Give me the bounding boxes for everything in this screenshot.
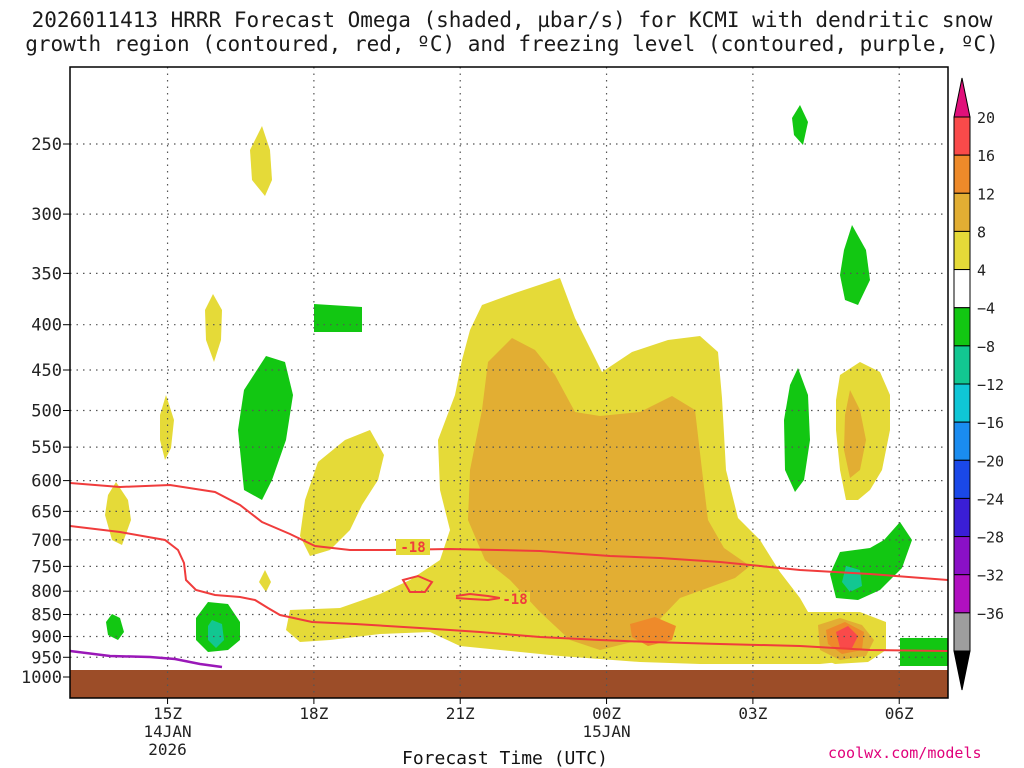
colorbar-label: 16 <box>977 147 995 165</box>
colorbar-swatch <box>953 345 971 385</box>
colorbar-label: 4 <box>977 262 986 280</box>
plot-frame <box>69 66 949 699</box>
colorbar-swatch <box>953 154 971 194</box>
colorbar-label: −32 <box>977 567 1004 585</box>
contour-label-1: -18 <box>400 540 425 556</box>
colorbar-swatch <box>953 612 971 652</box>
omega-region-yellow-b <box>160 395 174 460</box>
y-tick-label: 400 <box>31 316 62 336</box>
colorbar: 20 16 12 8 4 −4 −8 −12 −16 −20 −24 −28 −32 −36 <box>953 77 1004 691</box>
x-tick-label: 03Z <box>738 704 767 723</box>
dgz-contour-upper <box>70 482 948 581</box>
y-tick-label: 700 <box>31 531 62 551</box>
colorbar-swatch <box>953 421 971 461</box>
colorbar-swatch <box>953 192 971 232</box>
omega-region-green-i <box>900 638 948 666</box>
y-tick-label: 950 <box>31 648 62 668</box>
x-tick-sublabel: 14JAN <box>143 722 191 741</box>
colorbar-swatch <box>953 307 971 347</box>
freezing-level-contour <box>70 649 223 669</box>
y-tick-label: 550 <box>31 438 62 458</box>
omega-region-green-f <box>840 225 870 305</box>
x-tick-sublabel-year: 2026 <box>148 740 187 759</box>
y-tick-label: 600 <box>31 472 62 492</box>
colorbar-bottom-arrow <box>953 650 971 691</box>
omega-region-yellow-d <box>259 570 271 592</box>
x-tick-label: 21Z <box>446 704 475 723</box>
x-tick-label: 18Z <box>299 704 328 723</box>
omega-region-green-d <box>106 614 124 640</box>
credit-text: coolwx.com/models <box>828 744 982 762</box>
omega-region-green-a <box>238 356 293 500</box>
omega-region-red-core <box>836 626 858 648</box>
colorbar-label: −20 <box>977 452 1004 470</box>
omega-region-green-e <box>792 105 808 145</box>
omega-field <box>70 105 948 698</box>
contour-label-bg-2 <box>500 592 530 607</box>
omega-region-orange-right <box>844 390 866 478</box>
y-tick-label: 750 <box>31 557 62 577</box>
colorbar-label: −16 <box>977 414 1004 432</box>
x-tick-sublabel: 15JAN <box>582 722 630 741</box>
contour-label-bg-1 <box>396 539 430 555</box>
y-tick-label: 900 <box>31 627 62 647</box>
colorbar-label: 12 <box>977 185 995 203</box>
omega-region-yellow-c <box>105 482 131 545</box>
colorbar-swatch <box>953 116 971 156</box>
x-tick-label: 15Z <box>153 704 182 723</box>
colorbar-swatch <box>953 383 971 423</box>
y-tick-label: 500 <box>31 402 62 422</box>
colorbar-label: −8 <box>977 338 995 356</box>
colorbar-swatch <box>953 459 971 499</box>
y-tick-label: 300 <box>31 205 62 225</box>
y-tick-label: 450 <box>31 361 62 381</box>
chart-title-line1: 2026011413 HRRR Forecast Omega (shaded, … <box>31 8 993 32</box>
omega-region-yellow-left <box>300 430 384 556</box>
chart-title-line2: growth region (contoured, red, ºC) and f… <box>25 32 999 56</box>
colorbar-label: −4 <box>977 300 995 318</box>
y-tick-label: 250 <box>31 135 62 155</box>
x-tick-label: 00Z <box>592 704 621 723</box>
y-tick-label: 350 <box>31 264 62 284</box>
omega-region-orange-main <box>468 338 750 650</box>
colorbar-label: −12 <box>977 376 1004 394</box>
colorbar-swatch <box>953 269 971 309</box>
colorbar-label: −28 <box>977 529 1004 547</box>
omega-region-green-g <box>784 368 810 492</box>
colorbar-top-arrow <box>953 77 971 118</box>
dgz-contour-closed-a <box>401 574 434 593</box>
colorbar-label: 8 <box>977 223 986 241</box>
omega-region-yellow-a <box>205 294 222 362</box>
colorbar-swatch <box>953 536 971 576</box>
grid-lines <box>70 67 948 698</box>
contour-label-2: -18 <box>502 592 527 608</box>
dgz-contour-lower <box>70 525 948 652</box>
x-tick-label: 06Z <box>885 704 914 723</box>
colorbar-swatch <box>953 574 971 614</box>
omega-region-teal-a <box>208 620 224 648</box>
colorbar-label: −36 <box>977 605 1004 623</box>
omega-region-yellow-top <box>250 126 272 196</box>
omega-region-green-b <box>314 304 362 332</box>
y-tick-label: 650 <box>31 502 62 522</box>
contours: -18 -18 <box>70 482 948 669</box>
y-axis: 2503003504004505005506006507007508008509… <box>21 135 70 688</box>
y-tick-label: 800 <box>31 582 62 602</box>
colorbar-swatch <box>953 497 971 538</box>
ground-below-surface <box>70 670 948 698</box>
y-tick-label: 1000 <box>21 668 62 688</box>
colorbar-label: 20 <box>977 109 995 127</box>
omega-region-darkorange-a <box>630 617 676 646</box>
colorbar-swatch <box>953 230 971 271</box>
y-tick-label: 850 <box>31 606 62 626</box>
x-axis-label: Forecast Time (UTC) <box>402 748 608 768</box>
colorbar-label: −24 <box>977 490 1004 508</box>
